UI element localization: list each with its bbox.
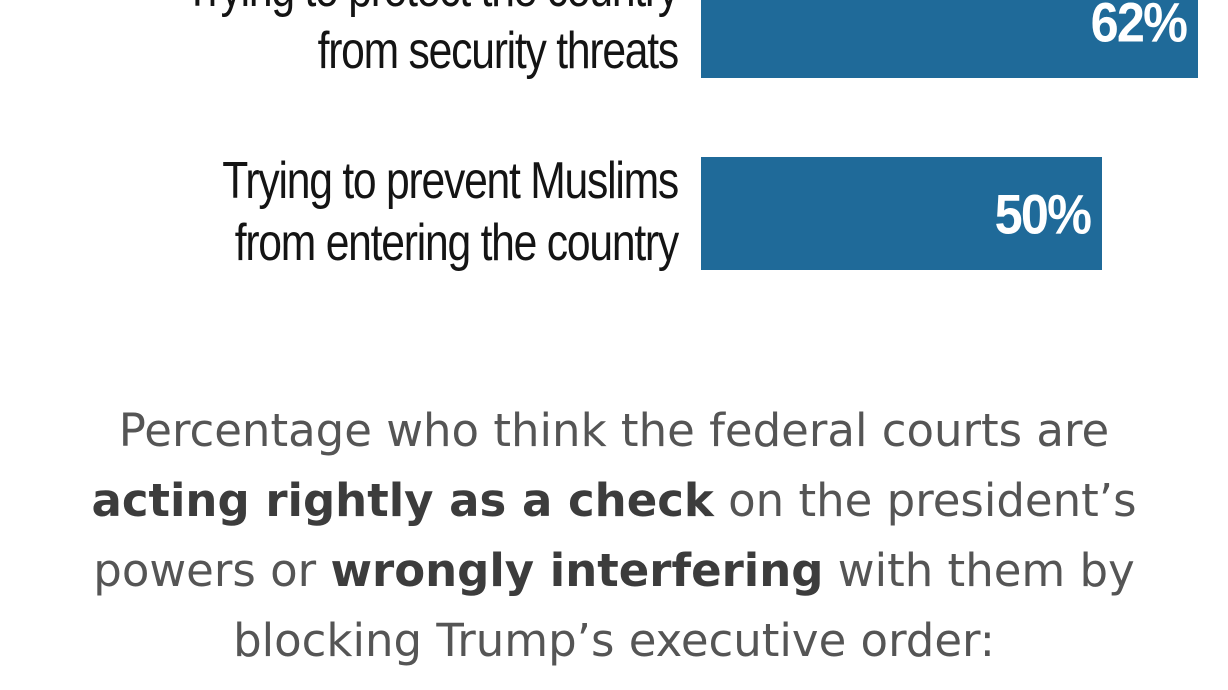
bar-2: 50% (701, 157, 1102, 270)
subtitle-text-1: Percentage who think the federal courts … (118, 404, 1110, 457)
subtitle-bold-wrongly-interfering: wrongly interfering (330, 544, 824, 597)
chart-subtitle: Percentage who think the federal courts … (40, 396, 1188, 676)
category-label-1-line-2: from security threats (317, 21, 680, 80)
category-label-1-line-1: Trying to protect the country (104, 0, 679, 20)
subtitle-bold-acting-rightly: acting rightly as a check (91, 474, 714, 527)
bar-1: 62% (701, 0, 1199, 78)
subtitle-text-3: with them by blocking Trump’s executive … (233, 544, 1135, 667)
category-label-2-line-2: from entering the country (234, 213, 680, 272)
category-label-2-line-1: Trying to prevent Muslims (222, 151, 679, 210)
subtitle-text-2: on the president’s powers or (93, 474, 1137, 597)
bar-value-label-1: 62% (1090, 0, 1188, 53)
bar-value-label-2: 50% (994, 182, 1092, 245)
